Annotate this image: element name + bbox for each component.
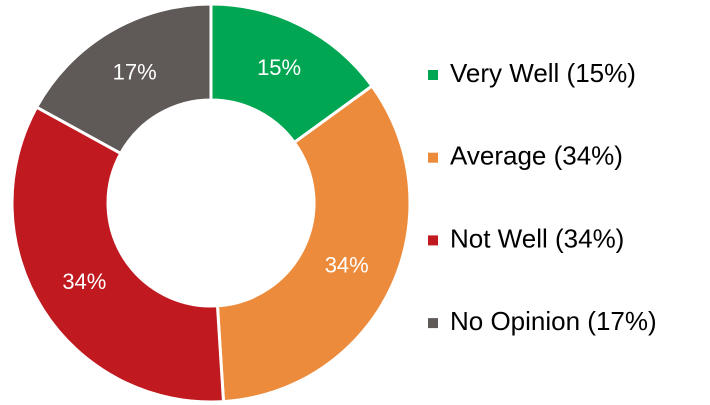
legend-swatch [428, 235, 438, 246]
legend-text: Average (34%) [450, 141, 623, 171]
legend-text: Not Well (34%) [450, 223, 624, 253]
slice-label: 34% [62, 269, 106, 294]
slice-label: 34% [325, 253, 369, 278]
legend-swatch [428, 152, 438, 163]
legend-text: Very Well (15%) [450, 58, 636, 88]
slice-label: 15% [257, 55, 301, 80]
slice [10, 105, 226, 404]
legend-swatch [428, 70, 438, 80]
slice [215, 83, 412, 404]
slice [34, 2, 213, 156]
slice-label: 17% [113, 60, 157, 85]
legend-swatch [428, 318, 438, 329]
legend-text: No Opinion (17%) [450, 306, 657, 336]
